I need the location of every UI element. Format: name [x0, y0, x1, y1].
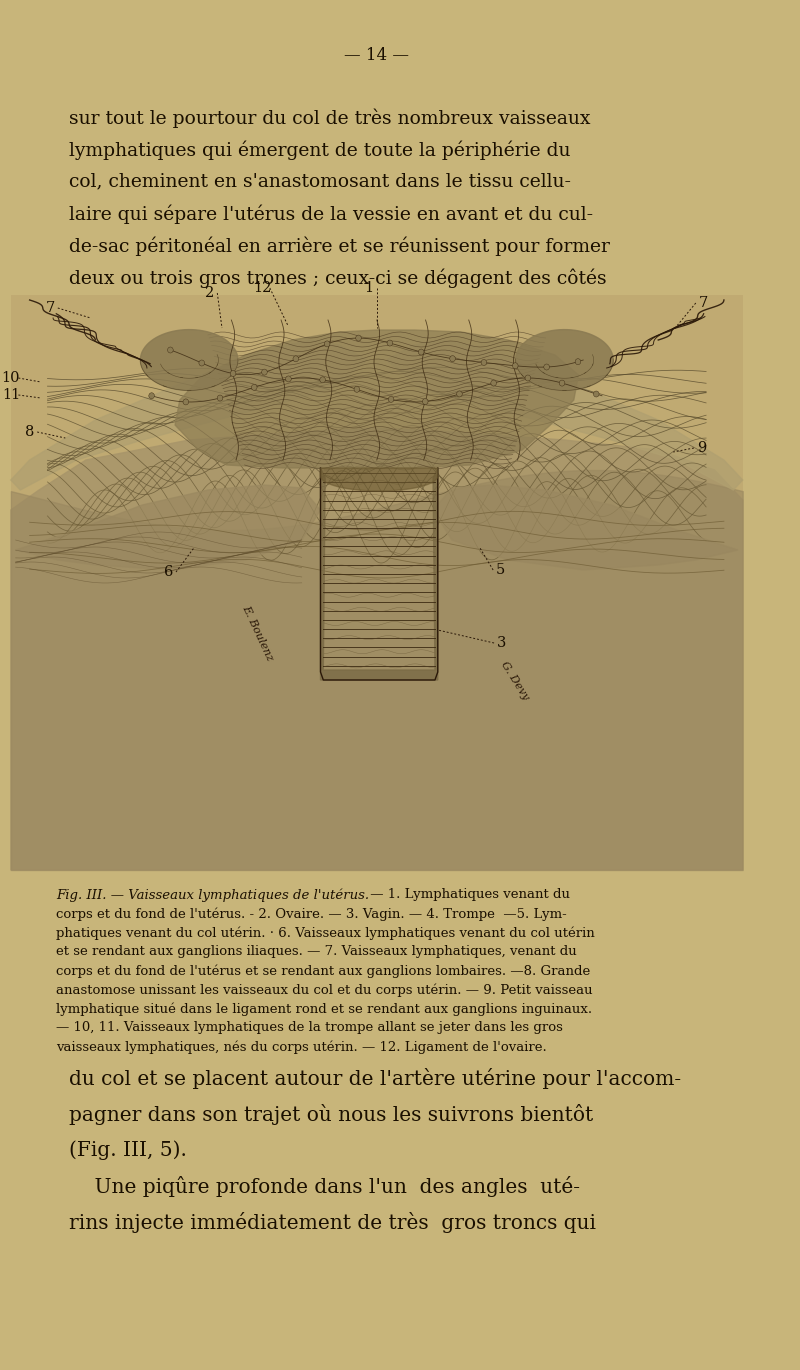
- Circle shape: [525, 375, 530, 381]
- Text: lymphatique situé dans le ligament rond et se rendant aux ganglions inguinaux.: lymphatique situé dans le ligament rond …: [56, 1001, 592, 1015]
- Polygon shape: [433, 485, 738, 570]
- Text: 6: 6: [164, 564, 173, 580]
- Text: 2: 2: [205, 286, 214, 300]
- Polygon shape: [140, 330, 238, 390]
- Text: 3: 3: [497, 636, 506, 649]
- Circle shape: [149, 393, 154, 399]
- Text: 5: 5: [496, 563, 506, 577]
- Text: Fig. III. — Vaisseaux lymphatiques de l'utérus.: Fig. III. — Vaisseaux lymphatiques de l'…: [56, 888, 369, 901]
- Bar: [11, 295, 742, 870]
- Text: deux ou trois gros trones ; ceux-ci se dégagent des côtés: deux ou trois gros trones ; ceux-ci se d…: [69, 269, 606, 288]
- Text: rins injecte immédiatement de très  gros troncs qui: rins injecte immédiatement de très gros …: [69, 1212, 596, 1233]
- Circle shape: [450, 356, 455, 362]
- Circle shape: [218, 395, 223, 401]
- Text: 12: 12: [253, 281, 271, 295]
- Polygon shape: [516, 330, 614, 390]
- Text: laire qui sépare l'utérus de la vessie en avant et du cul-: laire qui sépare l'utérus de la vessie e…: [69, 204, 593, 223]
- Circle shape: [559, 379, 565, 386]
- Circle shape: [324, 341, 330, 347]
- Text: E. Boulenz: E. Boulenz: [241, 603, 275, 662]
- Circle shape: [356, 336, 362, 341]
- Circle shape: [481, 359, 486, 366]
- Text: pagner dans son trajet où nous les suivrons bientôt: pagner dans son trajet où nous les suivr…: [69, 1104, 594, 1125]
- Circle shape: [293, 356, 298, 362]
- Polygon shape: [321, 469, 438, 680]
- Polygon shape: [321, 469, 438, 490]
- Text: 11: 11: [2, 388, 20, 401]
- Text: corps et du fond de l'utérus. - 2. Ovaire. — 3. Vagin. — 4. Trompe  —5. Lym-: corps et du fond de l'utérus. - 2. Ovair…: [56, 907, 566, 921]
- Text: — 1. Lymphatiques venant du: — 1. Lymphatiques venant du: [366, 888, 570, 901]
- Circle shape: [422, 399, 428, 404]
- Text: 9: 9: [697, 441, 706, 455]
- Polygon shape: [386, 340, 742, 490]
- Circle shape: [199, 360, 205, 366]
- Text: du col et se placent autour de l'artère utérine pour l'accom-: du col et se placent autour de l'artère …: [69, 1069, 681, 1089]
- Text: de-sac péritonéal en arrière et se réunissent pour former: de-sac péritonéal en arrière et se réuni…: [69, 236, 610, 255]
- Circle shape: [575, 359, 581, 364]
- Circle shape: [286, 375, 291, 382]
- Text: sur tout le pourtour du col de très nombreux vaisseaux: sur tout le pourtour du col de très nomb…: [69, 108, 590, 127]
- Circle shape: [418, 349, 424, 355]
- Text: lymphatiques qui émergent de toute la périphérie du: lymphatiques qui émergent de toute la pé…: [69, 140, 570, 159]
- Circle shape: [594, 390, 599, 397]
- Text: et se rendant aux ganglions iliaques. — 7. Vaisseaux lymphatiques, venant du: et se rendant aux ganglions iliaques. — …: [56, 945, 577, 958]
- Polygon shape: [11, 340, 367, 490]
- Circle shape: [457, 390, 462, 397]
- Text: — 14 —: — 14 —: [344, 47, 410, 63]
- Text: anastomose unissant les vaisseaux du col et du corps utérin. — 9. Petit vaisseau: anastomose unissant les vaisseaux du col…: [56, 984, 593, 996]
- Circle shape: [183, 399, 189, 406]
- Circle shape: [354, 386, 360, 392]
- Text: col, cheminent en s'anastomosant dans le tissu cellu-: col, cheminent en s'anastomosant dans le…: [69, 173, 571, 190]
- Circle shape: [167, 347, 173, 353]
- Circle shape: [491, 379, 497, 386]
- Circle shape: [320, 377, 326, 382]
- Text: 10: 10: [2, 371, 20, 385]
- Polygon shape: [175, 330, 578, 469]
- Circle shape: [388, 396, 394, 403]
- Circle shape: [262, 369, 267, 375]
- Text: corps et du fond de l'utérus et se rendant aux ganglions lombaires. —8. Grande: corps et du fond de l'utérus et se renda…: [56, 964, 590, 978]
- Text: vaisseaux lymphatiques, nés du corps utérin. — 12. Ligament de l'ovaire.: vaisseaux lymphatiques, nés du corps uté…: [56, 1040, 546, 1054]
- Circle shape: [544, 364, 550, 370]
- Circle shape: [230, 370, 236, 377]
- Circle shape: [387, 340, 393, 347]
- Text: 7: 7: [46, 301, 55, 315]
- Text: 8: 8: [25, 425, 34, 438]
- Polygon shape: [15, 485, 321, 570]
- Text: phatiques venant du col utérin. · 6. Vaisseaux lymphatiques venant du col utérin: phatiques venant du col utérin. · 6. Vai…: [56, 926, 594, 940]
- Text: 1: 1: [365, 281, 374, 295]
- Text: (Fig. III, 5).: (Fig. III, 5).: [69, 1140, 187, 1159]
- Circle shape: [513, 363, 518, 369]
- Text: — 10, 11. Vaisseaux lymphatiques de la trompe allant se jeter dans les gros: — 10, 11. Vaisseaux lymphatiques de la t…: [56, 1021, 562, 1034]
- Text: 7: 7: [698, 296, 708, 310]
- Circle shape: [251, 385, 257, 390]
- Text: G. Devy: G. Devy: [498, 660, 530, 701]
- Text: Une piqûre profonde dans l'un  des angles  uté-: Une piqûre profonde dans l'un des angles…: [69, 1175, 580, 1197]
- Polygon shape: [11, 427, 742, 870]
